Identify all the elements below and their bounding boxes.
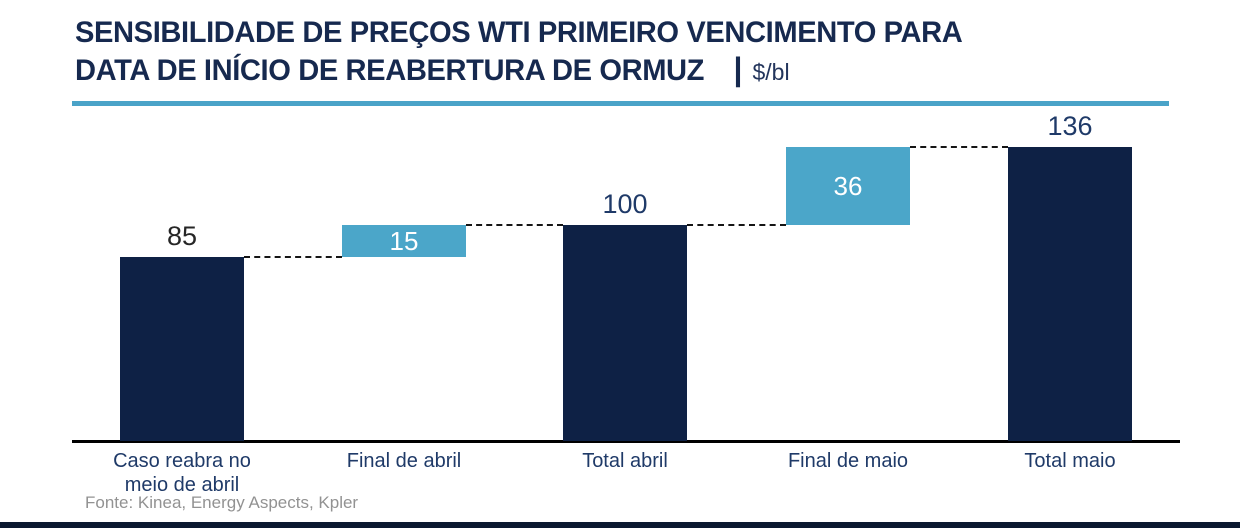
value-label-caso-reabra-no-meio-de-abril: 85 bbox=[166, 221, 198, 251]
category-label-total-abril: Total abril bbox=[582, 450, 668, 472]
category-label-total-maio: Total maio bbox=[1024, 450, 1116, 472]
bar-final-de-maio bbox=[786, 147, 910, 225]
bar-total-maio bbox=[1008, 147, 1132, 441]
category-label-final-de-abril: Final de abril bbox=[346, 450, 462, 472]
chart-title-line2: DATA DE INÍCIO DE REABERTURA DE ORMUZ bbox=[75, 54, 705, 87]
connector-line-4 bbox=[910, 146, 1008, 148]
connector-line-2 bbox=[466, 224, 563, 226]
page-bottom-border bbox=[0, 522, 1240, 528]
category-label-final-de-maio: Final de maio bbox=[787, 450, 909, 472]
bar-caso-reabra-no-meio-de-abril bbox=[120, 257, 244, 441]
source-note: Fonte: Kinea, Energy Aspects, Kpler bbox=[85, 493, 359, 512]
bar-total-abril bbox=[563, 225, 687, 441]
connector-line-1 bbox=[244, 256, 342, 258]
title-separator-bar: | bbox=[733, 51, 743, 87]
chart-header: SENSIBILIDADE DE PREÇOS WTI PRIMEIRO VEN… bbox=[75, 14, 1195, 89]
category-label-caso-reabra-no-meio-de-abril: Caso reabra no meio de abril bbox=[113, 450, 251, 496]
chart-unit-label: $/bl bbox=[752, 59, 790, 85]
x-axis-line bbox=[72, 440, 1180, 443]
bar-final-de-abril bbox=[342, 225, 466, 257]
value-label-final-de-maio: 36 bbox=[833, 170, 863, 201]
value-label-total-maio: 136 bbox=[1047, 111, 1093, 141]
value-label-total-abril: 100 bbox=[602, 189, 648, 219]
chart-title-line1: SENSIBILIDADE DE PREÇOS WTI PRIMEIRO VEN… bbox=[75, 16, 963, 49]
title-accent-rule bbox=[72, 101, 1169, 106]
value-label-final-de-abril: 15 bbox=[389, 225, 419, 256]
connector-line-3 bbox=[687, 224, 786, 226]
